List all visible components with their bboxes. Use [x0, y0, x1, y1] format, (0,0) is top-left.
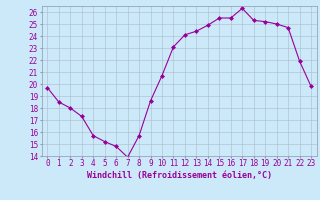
X-axis label: Windchill (Refroidissement éolien,°C): Windchill (Refroidissement éolien,°C): [87, 171, 272, 180]
